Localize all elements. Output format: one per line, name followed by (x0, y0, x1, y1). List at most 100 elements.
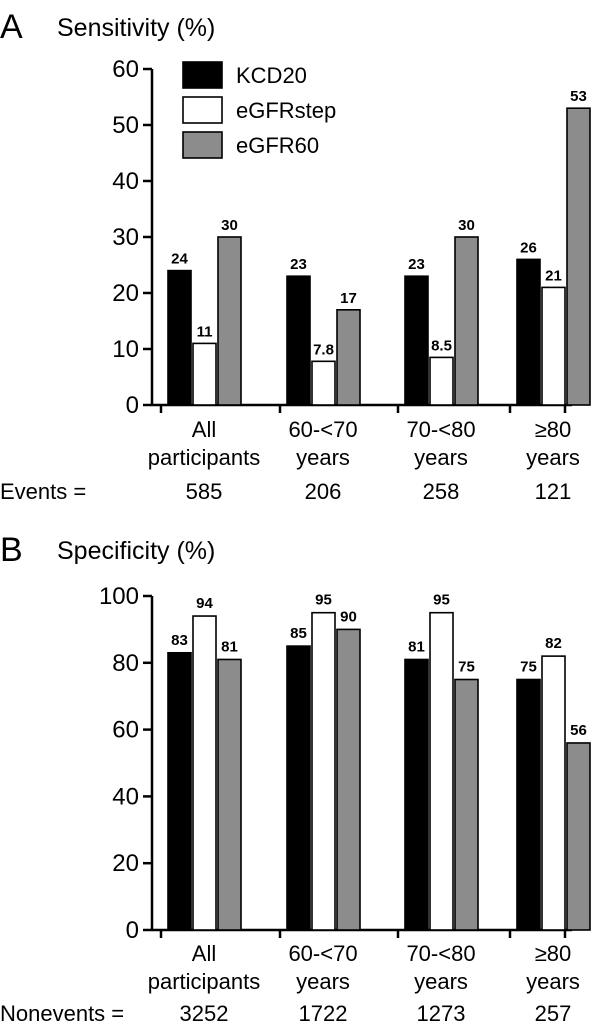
value-label: 94 (196, 595, 213, 612)
bar-kcd20 (516, 258, 541, 406)
value-label: 53 (570, 88, 587, 105)
bar-kcd20 (286, 645, 311, 931)
count-value: 258 (423, 479, 460, 504)
category-label: years (414, 969, 468, 994)
value-label: 24 (171, 251, 188, 268)
value-label: 95 (315, 592, 332, 609)
value-label: 83 (171, 632, 188, 649)
panel-b: B Specificity (%) 0 20 40 60 80 100 83 85 81 75 94 95… (0, 531, 591, 1026)
category-label: 70-<80 (406, 941, 475, 966)
y-tick-label: 20 (112, 280, 139, 307)
y-tick-label: 0 (126, 392, 139, 419)
bar-egfrstep (429, 611, 454, 931)
count-row-label: Nonevents = (0, 1001, 124, 1026)
bar-egfrstep (311, 611, 336, 931)
value-label: 30 (221, 217, 238, 234)
count-value: 3252 (180, 1001, 229, 1026)
bar-egfr60 (217, 658, 242, 931)
legend-swatch-gray (182, 131, 223, 159)
value-label: 75 (520, 659, 537, 676)
value-label: 17 (340, 290, 357, 307)
legend-label: eGFR60 (236, 133, 319, 158)
value-label: 23 (408, 256, 425, 273)
value-label: 81 (408, 638, 425, 655)
bar-egfr60 (454, 236, 479, 406)
y-tick-label: 10 (112, 336, 139, 363)
y-tick-label: 100 (99, 583, 139, 610)
bar-kcd20 (404, 658, 429, 931)
value-label: 81 (221, 638, 238, 655)
legend-label: eGFRstep (236, 98, 336, 123)
count-value: 206 (305, 479, 342, 504)
bar-egfr60 (336, 308, 361, 406)
category-label: years (526, 445, 580, 470)
value-label: 21 (545, 267, 562, 284)
bar-kcd20 (167, 651, 192, 931)
bar-egfrstep (192, 342, 217, 406)
bar-kcd20 (516, 678, 541, 931)
value-label: 23 (290, 256, 307, 273)
category-label: 70-<80 (406, 417, 475, 442)
value-label: 90 (340, 608, 357, 625)
bar-egfrstep (311, 360, 336, 406)
category-label: years (414, 445, 468, 470)
category-label: years (526, 969, 580, 994)
chart-title: Sensitivity (%) (57, 14, 215, 42)
value-label: 85 (290, 625, 307, 642)
bar-egfr60 (217, 236, 242, 406)
value-label: 82 (545, 635, 562, 652)
y-tick-label: 0 (126, 917, 139, 944)
y-tick-label: 60 (112, 717, 139, 744)
category-label: 60-<70 (288, 417, 357, 442)
value-label: 95 (433, 592, 450, 609)
y-tick-label: 40 (112, 168, 139, 195)
value-label: 8.5 (431, 337, 452, 354)
value-label: 7.8 (313, 341, 334, 358)
category-label: 60-<70 (288, 941, 357, 966)
y-tick-label: 40 (112, 783, 139, 810)
value-label: 30 (458, 217, 475, 234)
category-label: years (296, 445, 350, 470)
bar-egfrstep (192, 615, 217, 931)
category-label: ≥80 (535, 417, 572, 442)
bar-egfr60 (454, 678, 479, 931)
y-tick-label: 80 (112, 650, 139, 677)
value-label: 11 (197, 323, 213, 340)
category-label: years (296, 969, 350, 994)
bar-kcd20 (404, 275, 429, 406)
category-label: participants (148, 445, 261, 470)
category-label: All (192, 941, 216, 966)
bar-egfr60 (336, 628, 361, 931)
bar-egfrstep (429, 356, 454, 406)
bar-egfrstep (541, 655, 566, 931)
category-label: ≥80 (535, 941, 572, 966)
value-label: 26 (520, 239, 537, 256)
legend-swatch-black (182, 61, 223, 89)
legend-label: KCD20 (236, 63, 307, 88)
bar-egfr60 (566, 742, 591, 931)
bar-egfr60 (566, 107, 591, 406)
panel-letter: A (0, 8, 23, 46)
panel-a: A Sensitivity (%) 0 10 20 30 40 50 60 24 23 23 26 11 7… (0, 8, 591, 504)
category-label: participants (148, 969, 261, 994)
count-row-label: Events = (0, 479, 86, 504)
y-tick-label: 50 (112, 112, 139, 139)
y-tick-label: 20 (112, 850, 139, 877)
chart-title: Specificity (%) (57, 537, 215, 565)
count-value: 1273 (417, 1001, 466, 1026)
y-tick-label: 60 (112, 56, 139, 83)
count-value: 257 (535, 1001, 572, 1026)
bar-kcd20 (167, 269, 192, 406)
bar-kcd20 (286, 275, 311, 406)
legend-swatch-white (182, 96, 223, 124)
count-value: 1722 (299, 1001, 348, 1026)
value-label: 56 (570, 722, 587, 739)
y-tick-label: 30 (112, 224, 139, 251)
count-value: 121 (535, 479, 572, 504)
count-value: 585 (186, 479, 223, 504)
panel-letter: B (0, 531, 23, 569)
bar-egfrstep (541, 286, 566, 406)
legend: KCD20 eGFRstep eGFR60 (182, 61, 336, 159)
category-label: All (192, 417, 216, 442)
